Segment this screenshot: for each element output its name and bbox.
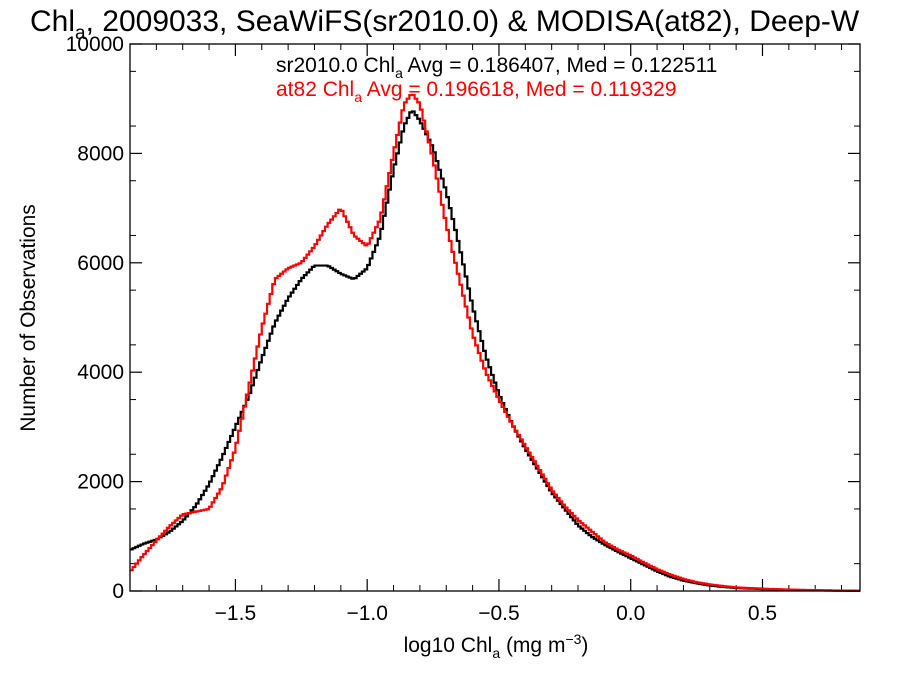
y-tick-label: 4000 xyxy=(77,361,124,384)
series-line-at82 xyxy=(130,93,860,592)
y-tick-label: 0 xyxy=(112,580,124,603)
series-annotation-sr2010: sr2010.0 Chla Avg = 0.186407, Med = 0.12… xyxy=(276,54,717,81)
x-axis-label-unit: (mg m xyxy=(500,634,565,657)
y-tick-label: 2000 xyxy=(77,471,124,494)
x-axis-label-text: log10 Chl xyxy=(404,634,493,657)
annotation-text: sr2010.0 Chl xyxy=(276,54,395,77)
y-tick-label: 6000 xyxy=(77,252,124,275)
x-tick-label: −1.5 xyxy=(215,602,256,625)
x-axis-label-subscript: a xyxy=(492,645,500,661)
x-tick-label: −0.5 xyxy=(478,602,519,625)
x-tick-label: 0.5 xyxy=(748,602,777,625)
x-axis-label-close: ) xyxy=(581,634,588,657)
x-axis-label: log10 Chla (mg m−3) xyxy=(404,631,589,661)
plot-frame xyxy=(129,43,861,592)
annotation-text: Avg = 0.196618, Med = 0.119329 xyxy=(362,78,677,101)
x-tick-label: −1.0 xyxy=(346,602,387,625)
x-axis-label-superscript: −3 xyxy=(565,631,581,647)
chart-title: Chla, 2009033, SeaWiFS(sr2010.0) & MODIS… xyxy=(30,5,860,44)
annotation-text: Avg = 0.186407, Med = 0.122511 xyxy=(403,54,718,77)
tick-labels: −1.5 −1.0 −0.5 0.0 0.5 0 2000 4000 6000 8000 10000 xyxy=(66,33,777,625)
annotation-subscript: a xyxy=(395,65,403,81)
x-tick-label: 0.0 xyxy=(616,602,645,625)
annotation-text: at82 Chl xyxy=(276,78,354,101)
series-line-sr2010-0 xyxy=(130,110,860,592)
series-layer xyxy=(130,93,860,592)
chart-title-subscript: a xyxy=(75,23,86,44)
y-tick-label: 8000 xyxy=(77,142,124,165)
annotation-subscript: a xyxy=(354,89,362,105)
y-tick-label: 10000 xyxy=(66,33,124,56)
chart-title-rest: , 2009033, SeaWiFS(sr2010.0) & MODISA(at… xyxy=(86,5,860,38)
series-annotation-at82: at82 Chla Avg = 0.196618, Med = 0.119329 xyxy=(276,78,677,105)
y-axis-label: Number of Observations xyxy=(17,204,40,432)
chart-title-main: Chl xyxy=(30,5,75,38)
axis-ticks xyxy=(130,43,860,592)
